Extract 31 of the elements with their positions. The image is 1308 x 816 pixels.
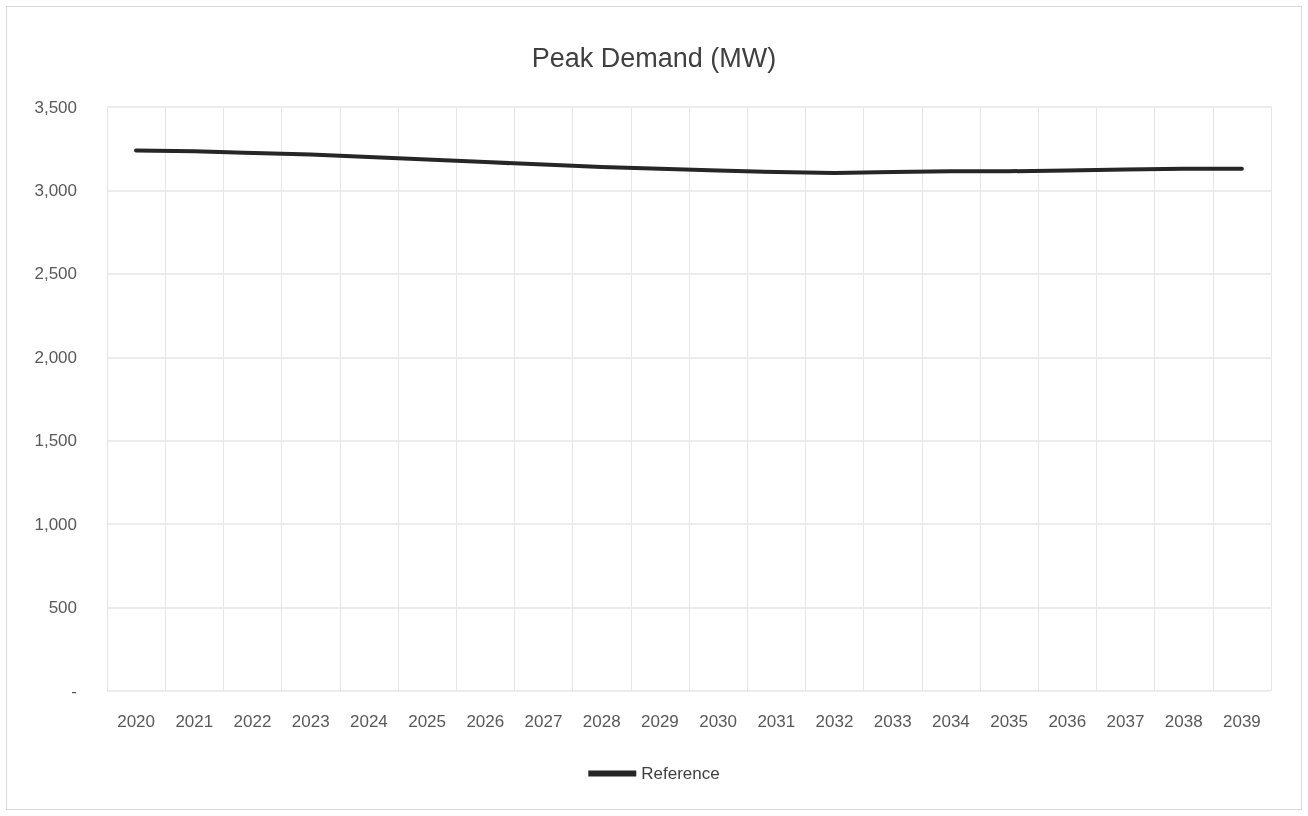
x-tick-label: 2032: [815, 712, 854, 731]
y-tick-label: 2,000: [34, 347, 77, 367]
x-tick-label: 2036: [1048, 712, 1087, 731]
x-tick-label: 2031: [757, 712, 796, 731]
x-tick-label: 2029: [640, 712, 679, 731]
x-tick-label: 2035: [990, 712, 1029, 731]
x-tick-label: 2038: [1164, 712, 1203, 731]
x-tick-label: 2033: [873, 712, 912, 731]
y-tick-label: 1,000: [34, 514, 77, 534]
x-tick-label: 2037: [1106, 712, 1145, 731]
x-tick-label: 2027: [524, 712, 563, 731]
y-tick-label: 500: [48, 598, 77, 618]
legend-label: Reference: [641, 764, 720, 783]
x-tick-label: 2039: [1222, 712, 1261, 731]
y-tick-label: 3,000: [34, 180, 77, 200]
line-series: [134, 148, 1244, 175]
x-tick-label: 2028: [582, 712, 621, 731]
x-tick-label: 2030: [699, 712, 738, 731]
chart-title: Peak Demand (MW): [531, 42, 777, 73]
x-tick-label: 2023: [291, 712, 330, 731]
y-tick-label: 1,500: [34, 431, 77, 451]
x-tick-label: 2022: [233, 712, 272, 731]
x-tick-label: 2024: [349, 712, 388, 731]
y-tick-label: 3,500: [34, 97, 77, 117]
x-tick-label: 2020: [117, 712, 156, 731]
x-tick-label: 2025: [408, 712, 447, 731]
y-tick-label: -: [71, 681, 77, 701]
x-tick-label: 2026: [466, 712, 505, 731]
y-tick-label: 2,500: [34, 264, 77, 284]
x-tick-label: 2034: [931, 712, 970, 731]
x-tick-label: 2021: [175, 712, 214, 731]
